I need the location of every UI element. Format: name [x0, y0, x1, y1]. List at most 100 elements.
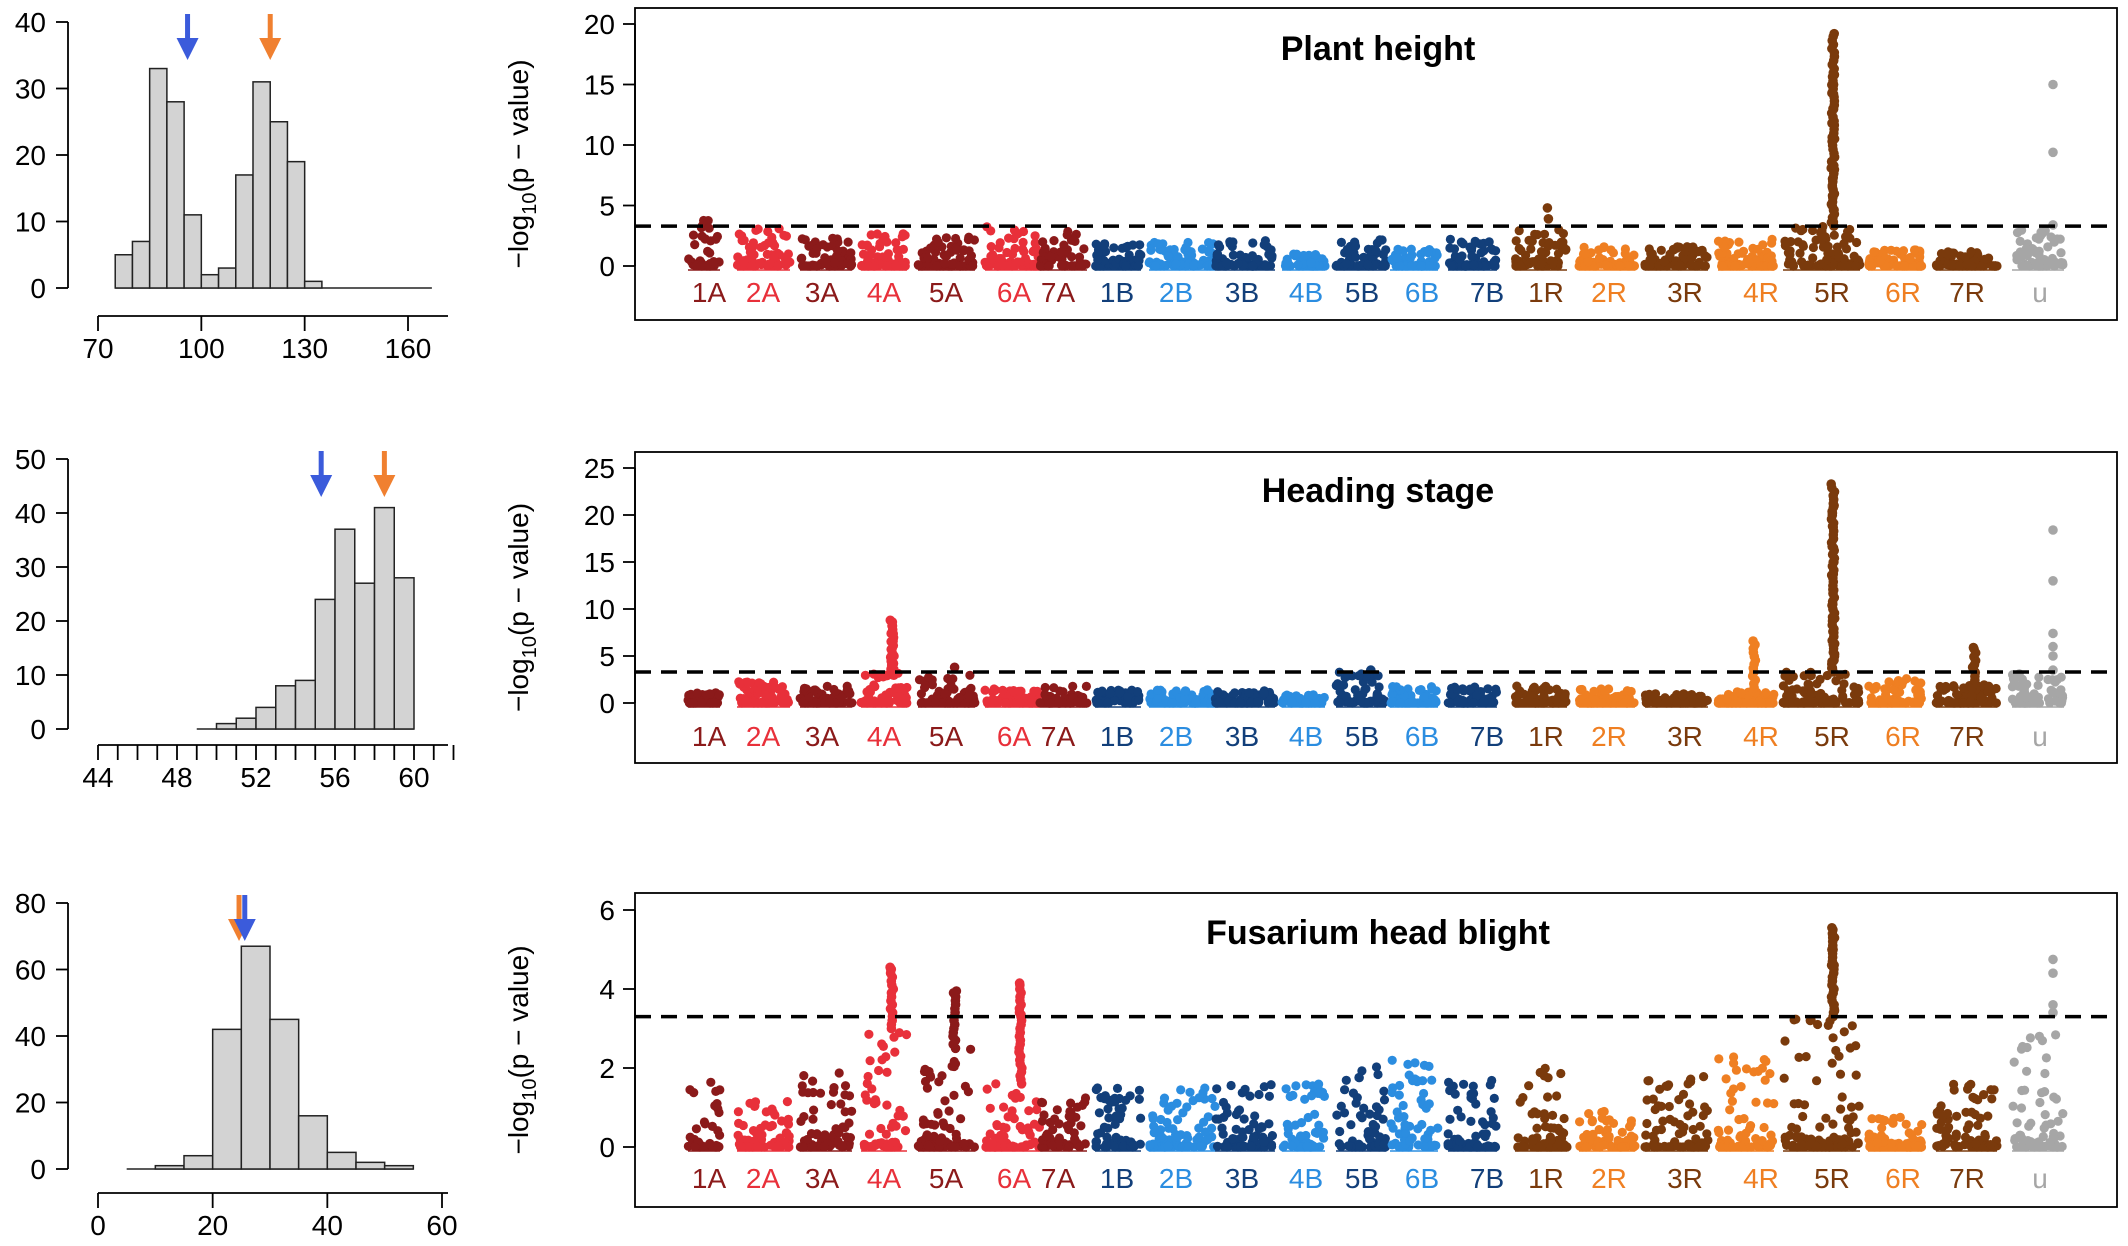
snp-point: [1960, 252, 1970, 262]
snp-point: [1035, 698, 1045, 708]
snp-point: [1489, 258, 1500, 268]
snp-point: [1674, 1095, 1684, 1105]
snp-point: [1287, 1141, 1297, 1151]
chromosome-5B-points: [1332, 1062, 1390, 1152]
chromosome-label-4A: 4A: [867, 277, 902, 308]
y-axis-label-part: −log: [503, 658, 534, 712]
chromosome-label-2R: 2R: [1591, 277, 1627, 308]
snp-point: [1575, 695, 1585, 705]
snp-point: [1109, 243, 1119, 253]
snp-point: [1121, 261, 1131, 271]
snp-point: [1786, 1141, 1796, 1151]
chromosome-label-6A: 6A: [997, 277, 1032, 308]
snp-point: [932, 261, 942, 271]
y-axis-label-part: (p − value): [503, 503, 534, 636]
y-tick-label: 0: [30, 1154, 46, 1185]
y-tick-label: 10: [15, 207, 46, 238]
snp-point: [769, 253, 779, 263]
snp-point: [1751, 1097, 1761, 1107]
snp-point: [1950, 698, 1960, 708]
snp-point: [987, 695, 997, 705]
snp-point: [1868, 684, 1879, 695]
y-tick-label: 60: [15, 955, 46, 986]
snp-point: [1395, 698, 1405, 708]
snp-point: [781, 1128, 791, 1138]
snp-point: [737, 1142, 747, 1152]
snp-point: [770, 1110, 780, 1120]
snp-point: [1511, 236, 1521, 246]
snp-point: [782, 1097, 793, 1107]
snp-point: [1761, 688, 1771, 698]
y-tick-label: 40: [15, 498, 46, 529]
snp-point: [1806, 1134, 1816, 1144]
snp-point: [1515, 261, 1525, 271]
histogram-bar: [354, 582, 376, 730]
histogram-x-axis: 70 100 130 160: [82, 315, 448, 364]
x-tick-label: 100: [178, 333, 225, 364]
histogram-bar: [326, 1151, 357, 1170]
snp-point: [1395, 1080, 1405, 1091]
snp-point: [765, 259, 775, 269]
snp-point: [955, 253, 965, 263]
snp-point: [799, 1112, 809, 1122]
snp-point: [1040, 682, 1050, 693]
significant-snp-point: [1543, 214, 1554, 224]
significant-snp-point: [2048, 525, 2058, 535]
snp-point: [714, 690, 724, 700]
chromosome-6R-points: [1864, 674, 1926, 708]
histogram-bar: [217, 267, 237, 289]
chromosome-label-6B: 6B: [1405, 277, 1439, 308]
snp-point: [1093, 255, 1103, 265]
snp-point: [1381, 245, 1391, 255]
snp-point: [1604, 1115, 1614, 1125]
snp-point: [1301, 698, 1311, 708]
snp-point: [804, 692, 814, 702]
snp-point: [1583, 257, 1593, 267]
chromosome-4A-points: [859, 962, 912, 1152]
x-tick-label: 130: [281, 333, 328, 364]
snp-point: [1617, 1127, 1627, 1137]
chromosome-5R-points: [1779, 923, 1864, 1152]
chromosome-4R-points: [1713, 1052, 1779, 1152]
snp-point: [832, 245, 843, 256]
snp-point: [1134, 249, 1144, 259]
snp-point: [1073, 697, 1083, 707]
chromosome-3A-points: [795, 681, 857, 708]
snp-point: [1652, 1142, 1662, 1152]
snp-point: [2031, 260, 2041, 271]
snp-point: [1909, 245, 1920, 255]
snp-point: [2020, 692, 2030, 703]
snp-point: [1837, 1092, 1847, 1102]
snp-point: [1480, 1131, 1490, 1142]
snp-point: [1590, 695, 1600, 705]
snp-point: [1544, 685, 1554, 695]
arrow-head: [176, 38, 199, 60]
histogram-bar: [269, 1018, 300, 1170]
snp-point: [935, 1136, 945, 1146]
snp-point: [951, 1129, 961, 1139]
snp-point: [774, 684, 784, 695]
snp-point: [1866, 698, 1876, 708]
snp-point: [1486, 244, 1496, 254]
snp-point: [1733, 249, 1743, 259]
snp-point: [706, 1077, 716, 1087]
histogram-bar: [131, 240, 151, 289]
y-tick-label: 20: [15, 140, 46, 171]
snp-point: [1727, 1096, 1737, 1106]
chromosome-label-u: u: [2032, 721, 2048, 752]
snp-point: [1898, 246, 1909, 256]
snp-point: [1843, 261, 1853, 271]
chromosome-6B-points: [1386, 1055, 1443, 1152]
snp-point: [1037, 1098, 1048, 1108]
snp-point: [1915, 261, 1926, 271]
snp-point: [828, 233, 838, 243]
snp-point: [1029, 261, 1039, 271]
snp-point: [1837, 1138, 1848, 1149]
snp-point: [1828, 1033, 1838, 1043]
snp-point: [844, 1118, 854, 1128]
snp-point: [1980, 254, 1990, 264]
snp-point: [882, 1067, 892, 1077]
